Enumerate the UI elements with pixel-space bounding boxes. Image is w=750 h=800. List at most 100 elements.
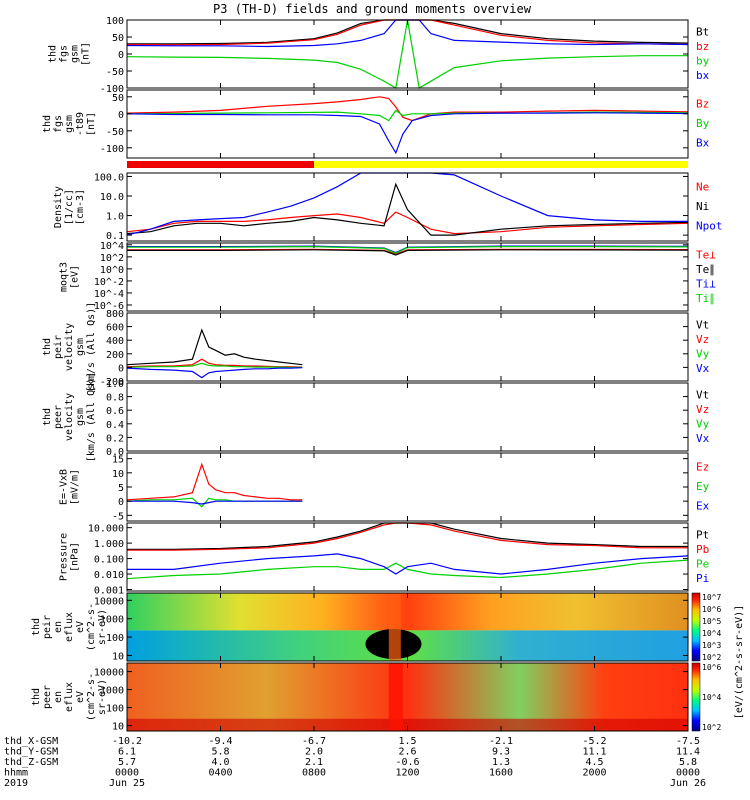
ylabel-line: [eV]: [70, 265, 81, 289]
ytick-label: 0.2: [106, 433, 124, 444]
bottom-row-value: 5.7: [118, 757, 136, 768]
ytick-label: 5: [118, 483, 124, 494]
ylabel-line: peir: [42, 615, 53, 639]
colorbar: [691, 592, 701, 662]
legend-entry: Npot: [696, 219, 723, 232]
ylabel-line: eflux: [64, 612, 75, 642]
ylabel-line: Density: [53, 186, 64, 228]
ylabel-line: velocity: [64, 393, 75, 441]
legend-entry: Vx: [696, 432, 710, 445]
ytick-label: 800: [106, 309, 124, 320]
mode-bar-yellow: [314, 161, 688, 168]
ylabel-line: thd: [48, 45, 59, 63]
ytick-label: 1.000: [94, 539, 124, 550]
ylabel-line: gsm: [75, 408, 86, 426]
series-Ex: [127, 500, 303, 505]
ytick-label: 15: [112, 455, 124, 466]
ytick-label: 1.0: [106, 212, 124, 223]
panel-peir-velocity: 8006004002000-200thdpeirvelocitygsm[km/s…: [42, 302, 710, 392]
ytick-label: 50: [112, 93, 124, 104]
panel-density: 100.0 10.0 1.0 0.1 Density[1/cc][cm-3] Ne Ni Np…: [53, 172, 723, 242]
panel-moqt3: 10^410^210^010^-210^-410^-6 moqt3[eV] Te⊥ T…: [59, 241, 717, 312]
bottom-row-label: thd_Z-GSM: [4, 757, 58, 768]
ylabel-line: peir: [53, 335, 64, 359]
figure-title: P3 (TH-D) fields and ground moments over…: [213, 2, 532, 16]
colorbar-tick: 10^4: [702, 629, 721, 638]
legend-entry: Pt: [696, 528, 709, 541]
legend-entry: by: [696, 54, 710, 67]
bottom-row-value: 1.3: [492, 757, 510, 768]
ylabel-line: moqt3: [59, 262, 70, 292]
legend-entry: Ti∥: [696, 292, 715, 305]
ylabel-line: thd: [42, 115, 53, 133]
series-Ne: [126, 211, 689, 235]
bottom-row-value: -0.6: [395, 757, 419, 768]
legend-entry: bx: [696, 69, 710, 82]
ytick-label: -100: [100, 84, 124, 95]
ylabel-line: gsm: [70, 45, 81, 63]
ytick-label: -50: [106, 67, 124, 78]
series-Ti∥: [127, 245, 689, 254]
ytick-label: 0.0: [106, 447, 124, 458]
bottom-row-value: -7.5: [676, 736, 700, 747]
legend-entry: bz: [696, 40, 709, 53]
ylabel-line: [km/s (All Qs)]: [86, 372, 97, 462]
series-Vy: [126, 362, 303, 368]
ylabel-line: Pressure: [59, 533, 70, 581]
bottom-row-value: 4.0: [211, 757, 229, 768]
panel-E-field: 15 10 5 0 -5 E=-VxB[mV/m] Ez Ey Ex: [59, 452, 710, 522]
legend-entry: Te⊥: [696, 248, 716, 261]
ytick-label: 0.4: [106, 420, 124, 431]
ytick-label: 10000: [94, 596, 124, 607]
colorbar-tick: 10^2: [702, 653, 721, 662]
ylabel-line: [mV/m]: [70, 469, 81, 505]
ytick-label: 200: [106, 350, 124, 361]
series-Pe: [126, 559, 689, 580]
panel-frame: [126, 172, 689, 242]
ytick-label: 400: [106, 336, 124, 347]
ytick-label: 600: [106, 323, 124, 334]
ylabel: thdpeervelocitygsm[km/s (All Qs)]: [42, 372, 97, 462]
ytick-label: -200: [100, 377, 124, 388]
ytick-label: 50: [112, 33, 124, 44]
bottom-row-value: 2.6: [398, 747, 416, 758]
bottom-row-value: 5.8: [211, 747, 229, 758]
bottom-row-value: 1200: [395, 768, 419, 779]
bottom-row-value: 6.1: [118, 747, 136, 758]
legend-entry: Bx: [696, 136, 710, 149]
ylabel: thdpeirenefluxeV(cm^2-s-sr-eV): [31, 603, 108, 651]
ylabel: thdpeirvelocitygsm[km/s (All Qs)]: [42, 302, 97, 392]
ytick-label: 10: [112, 722, 124, 733]
colorbar-tick: 10^5: [702, 617, 721, 626]
legend-entry: Bz: [696, 98, 709, 111]
ytick-label: 10.000: [88, 524, 124, 535]
ylabel: E=-VxB[mV/m]: [59, 469, 81, 505]
ylabel: Density[1/cc][cm-3]: [53, 186, 86, 228]
panel-peer-velocity: 1.0 0.8 0.6 0.4 0.2 0.0 thdpeervelocitygsm[km/…: [42, 372, 710, 462]
bottom-row-value: -5.2: [582, 736, 606, 747]
bottom-row-value: 2.1: [305, 757, 323, 768]
ylabel-line: fgs: [53, 115, 64, 133]
legend-entry: Te∥: [696, 263, 715, 276]
bottom-row-value: -9.4: [208, 736, 232, 747]
panel-frame: [126, 522, 689, 592]
bottom-row-value: -2.1: [489, 736, 513, 747]
legend-entry: Vz: [696, 333, 709, 346]
ylabel-line: E=-VxB: [59, 469, 70, 505]
ylabel-line: thd: [42, 338, 53, 356]
panel-frame: [126, 382, 689, 452]
series-Vt: [126, 328, 303, 366]
colorbar-tick: 10^4: [702, 693, 721, 702]
bottom-row-value: 4.5: [585, 757, 603, 768]
bottom-row-value: 5.8: [679, 757, 697, 768]
ylabel-line: sr-eV): [97, 679, 108, 715]
ylabel-line: [1/cc]: [64, 189, 75, 225]
ylabel-line: [km/s (All Qs)]: [86, 302, 97, 392]
bottom-row-value: 2000: [582, 768, 606, 779]
mode-bar-red: [127, 161, 314, 168]
series-Bx: [126, 112, 689, 155]
legend-entry: Pe: [696, 557, 709, 570]
bottom-row-value: 0400: [208, 768, 232, 779]
bottom-row-value: Jun 25: [109, 778, 145, 789]
